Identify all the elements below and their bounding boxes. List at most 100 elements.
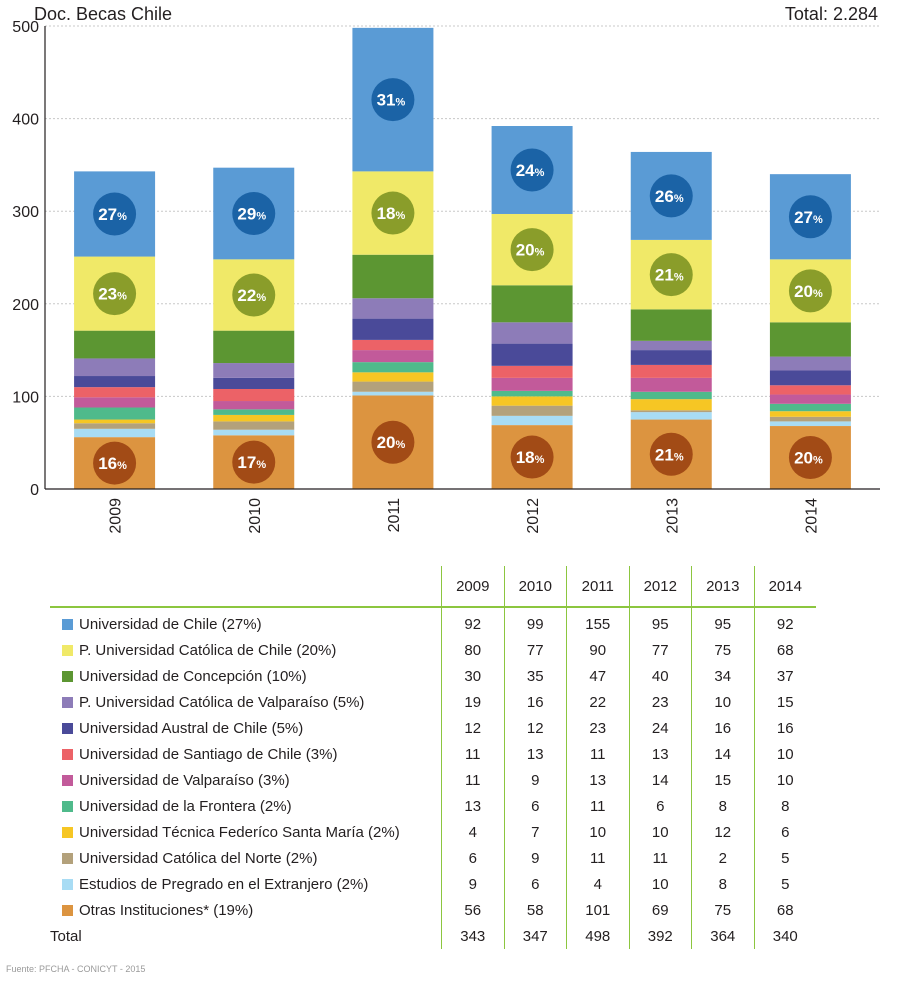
bar-segment [213, 409, 295, 415]
percentage-badge-value: 27% [98, 205, 127, 224]
table-row: Universidad de Chile (27%) 92 99 155 95 95 92 [50, 607, 816, 637]
institution-name: Universidad de la Frontera (2%) [79, 797, 292, 815]
institution-name: P. Universidad Católica de Chile (20%) [79, 641, 337, 659]
percentage-badge [510, 228, 554, 272]
badge-percent-sign: % [256, 211, 266, 223]
institution-cell: P. Universidad Católica de Chile (20%) [50, 637, 442, 663]
badge-number: 27 [98, 205, 117, 224]
value-cell: 12 [441, 715, 504, 741]
value-cell: 12 [691, 819, 754, 845]
institution-name: P. Universidad Católica de Valparaíso (5… [79, 693, 365, 711]
y-tick-label: 100 [12, 389, 39, 406]
institution-name: Universidad Católica del Norte (2%) [79, 849, 318, 867]
bar-segment [630, 391, 712, 400]
bar-segment [74, 428, 156, 438]
value-cell: 6 [503, 871, 567, 897]
percentage-badge-value: 16% [98, 454, 127, 473]
badge-percent-sign: % [117, 291, 127, 303]
value-cell: 22 [566, 689, 629, 715]
chart-title: Doc. Becas Chile [34, 4, 173, 24]
bar-segment [769, 394, 851, 404]
value-cell: 4 [566, 871, 629, 897]
table-row: Universidad Técnica Federíco Santa María… [50, 819, 816, 845]
percentage-badge-value: 31% [377, 91, 406, 110]
badge-number: 18 [377, 204, 396, 223]
value-cell: 77 [503, 637, 567, 663]
total-value-cell: 343 [441, 923, 504, 949]
bar-segment [352, 381, 434, 392]
value-cell: 11 [628, 845, 692, 871]
value-cell: 75 [691, 637, 754, 663]
percentage-badge-value: 23% [98, 285, 127, 304]
bar-segment [630, 399, 712, 411]
institution-cell: Otras Instituciones* (19%) [50, 897, 442, 923]
total-value-cell: 364 [691, 923, 754, 949]
bar-segment [491, 415, 573, 426]
value-cell: 11 [441, 767, 504, 793]
y-tick-label: 200 [12, 297, 39, 314]
percentage-badge-value: 18% [516, 448, 545, 467]
bar-segment [352, 372, 434, 382]
value-cell: 95 [628, 607, 692, 637]
value-cell: 6 [753, 819, 816, 845]
legend-swatch [62, 878, 73, 890]
bar-segment [352, 362, 434, 373]
bar-segment [74, 407, 156, 420]
value-cell: 11 [566, 793, 629, 819]
bar-segment [491, 285, 573, 323]
percentage-badge-value: 18% [377, 204, 406, 223]
legend-swatch [62, 800, 73, 812]
value-cell: 10 [628, 871, 692, 897]
table-header-year: 2011 [566, 566, 629, 607]
bar-segment [769, 356, 851, 371]
bar-segment [74, 419, 156, 424]
institution-cell: P. Universidad Católica de Valparaíso (5… [50, 689, 442, 715]
source-note: Fuente: PFCHA - CONICYT - 2015 [6, 964, 146, 974]
bar-segment [769, 421, 851, 427]
badge-number: 26 [655, 187, 674, 206]
percentage-badge [649, 253, 693, 297]
value-cell: 16 [503, 689, 567, 715]
value-cell: 16 [753, 715, 816, 741]
percentage-badge-value: 29% [237, 205, 266, 224]
legend-swatch [62, 618, 73, 630]
bar-segment [213, 388, 295, 402]
value-cell: 155 [566, 607, 629, 637]
badge-number: 18 [516, 448, 535, 467]
value-cell: 75 [691, 897, 754, 923]
total-label: Total: 2.284 [784, 4, 878, 24]
percentage-badge [788, 436, 832, 480]
value-cell: 19 [441, 689, 504, 715]
value-cell: 8 [753, 793, 816, 819]
legend-swatch [62, 644, 73, 656]
value-cell: 10 [753, 767, 816, 793]
bar-segment [352, 298, 434, 319]
badge-number: 29 [237, 205, 256, 224]
value-cell: 2 [691, 845, 754, 871]
badge-number: 20 [516, 241, 535, 260]
legend-swatch [62, 722, 73, 734]
bar-segment [769, 403, 851, 412]
total-value-cell: 340 [753, 923, 816, 949]
value-cell: 24 [628, 715, 692, 741]
institution-cell: Universidad Católica del Norte (2%) [50, 845, 442, 871]
badge-percent-sign: % [674, 272, 684, 284]
value-cell: 30 [441, 663, 504, 689]
percentage-badge [649, 432, 693, 476]
bar-segment [74, 397, 156, 408]
percentage-badge-value: 22% [237, 286, 266, 305]
total-value-cell: 347 [503, 923, 567, 949]
percentage-badge-value: 20% [794, 449, 823, 468]
value-cell: 16 [691, 715, 754, 741]
percentage-badge-value: 21% [655, 445, 684, 464]
legend-swatch [62, 852, 73, 864]
value-cell: 37 [753, 663, 816, 689]
institution-cell: Universidad de Santiago de Chile (3%) [50, 741, 442, 767]
value-cell: 11 [566, 845, 629, 871]
value-cell: 5 [753, 845, 816, 871]
bar-segment [769, 411, 851, 417]
value-cell: 6 [628, 793, 692, 819]
badge-percent-sign: % [256, 459, 266, 471]
bar-segment [769, 385, 851, 395]
badge-percent-sign: % [674, 451, 684, 463]
